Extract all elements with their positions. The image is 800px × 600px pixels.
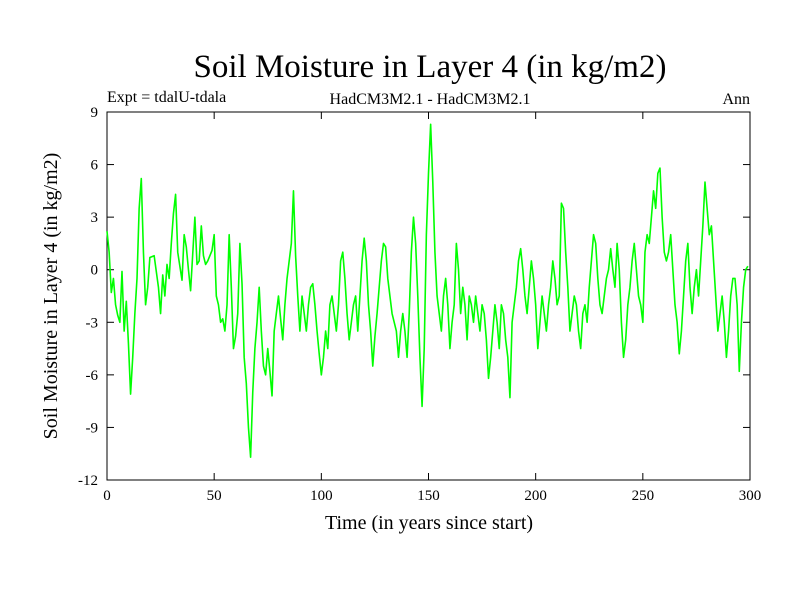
- y-tick-label: -6: [86, 368, 99, 384]
- x-tick-label: 0: [103, 488, 111, 504]
- y-tick-label: 9: [91, 105, 99, 121]
- y-tick-label: 3: [91, 210, 99, 226]
- x-tick-label: 250: [632, 488, 655, 504]
- y-axis-label: Soil Moisture in Layer 4 (in kg/m2): [40, 153, 62, 440]
- axis-ticks: [106, 111, 751, 481]
- chart-subtitle-center: HadCM3M2.1 - HadCM3M2.1: [330, 91, 531, 108]
- x-tick-label: 300: [739, 488, 762, 504]
- y-tick-label: 6: [91, 158, 99, 174]
- chart-subtitle-right: Ann: [722, 91, 750, 108]
- x-axis-label: Time (in years since start): [325, 512, 533, 534]
- chart-title: Soil Moisture in Layer 4 (in kg/m2): [194, 49, 667, 85]
- y-tick-label: -3: [86, 315, 99, 331]
- x-tick-label: 100: [310, 488, 333, 504]
- axis-tick-labels: 0 50 100 150 200 250 300 -12 -9 -6 -3 0 3 6 9: [78, 105, 761, 504]
- series-line: [106, 123, 749, 459]
- y-tick-label: -9: [86, 420, 99, 436]
- y-tick-label: 0: [91, 263, 99, 279]
- chart-subtitle-left: Expt = tdalU-tdala: [107, 89, 226, 106]
- x-tick-label: 150: [417, 488, 440, 504]
- x-tick-label: 200: [524, 488, 547, 504]
- y-tick-label: -12: [78, 473, 98, 489]
- x-tick-label: 50: [207, 488, 222, 504]
